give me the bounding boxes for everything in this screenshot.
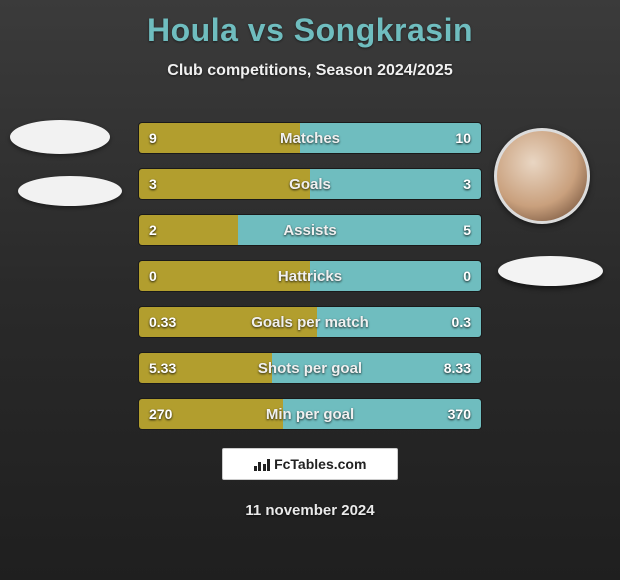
right-player-disc (498, 256, 603, 286)
bar-right (283, 399, 481, 429)
left-player-placeholder-2 (18, 176, 122, 206)
bar-right (238, 215, 481, 245)
footer-date: 11 november 2024 (0, 502, 620, 519)
bar-left (139, 261, 310, 291)
brand-badge: FcTables.com (222, 448, 398, 480)
left-player-placeholder-1 (10, 120, 110, 154)
bar-right (317, 307, 481, 337)
comparison-rows: 910Matches 33Goals 25Assists 00Hattricks 0.3… (138, 122, 482, 444)
bar-right (300, 123, 481, 153)
right-player-avatar (494, 128, 590, 224)
bar-left (139, 215, 238, 245)
bar-left (139, 123, 300, 153)
bar-right (310, 261, 481, 291)
bar-left (139, 399, 283, 429)
brand-text: FcTables.com (274, 456, 366, 472)
comparison-row: 0.330.3Goals per match (138, 306, 482, 338)
bar-right (310, 169, 481, 199)
bar-left (139, 169, 310, 199)
page-subtitle: Club competitions, Season 2024/2025 (0, 62, 620, 80)
comparison-row: 33Goals (138, 168, 482, 200)
comparison-row: 00Hattricks (138, 260, 482, 292)
bars-icon (254, 457, 271, 471)
comparison-row: 270370Min per goal (138, 398, 482, 430)
bar-left (139, 307, 317, 337)
bar-left (139, 353, 272, 383)
bar-right (272, 353, 481, 383)
comparison-row: 910Matches (138, 122, 482, 154)
comparison-row: 25Assists (138, 214, 482, 246)
comparison-row: 5.338.33Shots per goal (138, 352, 482, 384)
page-title: Houla vs Songkrasin (0, 12, 620, 49)
